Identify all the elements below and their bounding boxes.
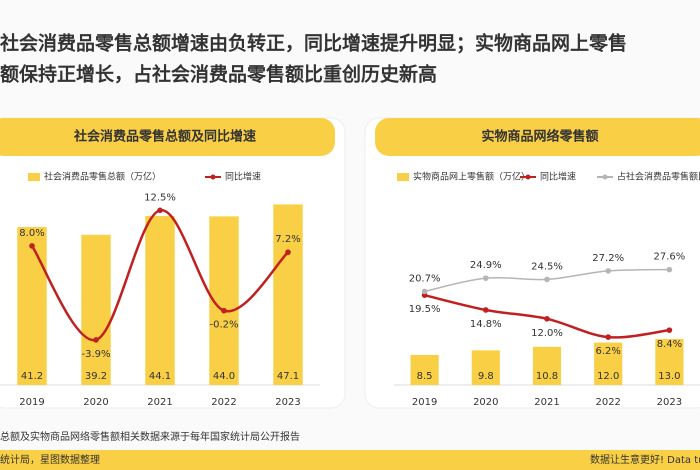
bar	[17, 227, 47, 385]
slogan: 数据让生意更好! Data turn	[590, 453, 700, 466]
point-label: 27.2%	[592, 253, 624, 264]
x-tick-label: 2022	[211, 397, 236, 408]
point-label: 27.6%	[654, 252, 686, 263]
legend-swatch	[602, 174, 608, 180]
point	[157, 207, 163, 214]
x-tick-label: 2019	[412, 397, 437, 408]
point	[285, 249, 291, 256]
bar-value-label: 39.2	[85, 371, 107, 382]
point-label: -3.9%	[81, 349, 110, 360]
point	[544, 316, 550, 322]
bar-value-label: 47.1	[277, 371, 299, 382]
bar	[655, 339, 684, 385]
bar	[471, 350, 500, 385]
chart-title: 实物商品网络零售额	[481, 129, 598, 145]
title-line: 额保持正增长，占社会消费品零售额比重创历史新高	[0, 63, 437, 86]
bar-value-label: 44.1	[149, 371, 171, 382]
x-tick-label: 2020	[473, 397, 498, 408]
point-label: 19.5%	[409, 304, 441, 315]
point	[421, 288, 428, 295]
footnote: 总额及实物商品网络零售额相关数据来源于每年国家统计局公开报告	[0, 430, 300, 443]
legend-label: 社会消费品零售总额（万亿）	[44, 171, 161, 183]
bar-value-label: 10.8	[536, 371, 558, 382]
point-label: 6.2%	[595, 346, 620, 357]
bar	[81, 234, 111, 385]
legend-label: 实物商品网上零售额（万亿）	[413, 171, 530, 183]
x-tick-label: 2023	[275, 397, 300, 408]
chart-title: 社会消费品零售总额及同比增速	[73, 129, 256, 145]
point-label: 14.8%	[470, 319, 502, 330]
point	[544, 276, 550, 283]
point	[93, 337, 99, 343]
point-label: -0.2%	[209, 320, 238, 331]
bar-value-label: 9.8	[478, 371, 494, 382]
point	[605, 334, 611, 340]
panel-header	[0, 118, 335, 156]
legend-swatch	[525, 174, 531, 180]
point-label: 12.0%	[531, 328, 563, 339]
point-label: 8.0%	[19, 228, 44, 239]
point	[666, 266, 673, 273]
point-label: 7.2%	[275, 234, 300, 245]
point-label: 24.5%	[531, 261, 563, 272]
point	[605, 268, 611, 274]
legend-swatch	[397, 173, 409, 181]
point-label: 8.4%	[657, 339, 682, 350]
legend-swatch	[210, 174, 216, 180]
legend-swatch	[28, 173, 40, 181]
x-tick-label: 2022	[595, 397, 620, 408]
source: 统计局，星图数据整理	[0, 453, 100, 466]
point-label: 20.7%	[409, 273, 441, 284]
bar	[594, 342, 623, 385]
point	[483, 275, 489, 281]
point	[483, 307, 489, 313]
point	[221, 307, 227, 314]
x-tick-label: 2021	[147, 397, 172, 408]
bar-value-label: 41.2	[21, 371, 43, 382]
x-tick-label: 2020	[83, 397, 108, 408]
legend-label: 同比增速	[540, 171, 576, 183]
legend-label: 同比增速	[225, 171, 261, 183]
bar-value-label: 12.0	[597, 371, 619, 382]
point-label: 12.5%	[144, 192, 176, 203]
point	[666, 327, 673, 333]
bar-value-label: 8.5	[417, 371, 433, 382]
footer-bar	[0, 450, 700, 470]
bar	[273, 204, 303, 385]
bar-value-label: 44.0	[213, 371, 235, 382]
point-label: 24.9%	[470, 260, 502, 271]
x-tick-label: 2019	[19, 397, 44, 408]
x-tick-label: 2021	[534, 397, 559, 408]
bar	[145, 215, 175, 385]
point	[29, 243, 35, 249]
bar	[532, 346, 562, 385]
title-line: 社会消费品零售总额增速由负转正，同比增速提升明显；实物商品网上零售	[0, 32, 627, 55]
x-tick-label: 2023	[657, 397, 682, 408]
bar	[410, 354, 439, 385]
legend-label: 占社会消费品零售额比	[617, 171, 700, 183]
bar-value-label: 13.0	[658, 371, 680, 382]
panel-header	[375, 118, 700, 156]
